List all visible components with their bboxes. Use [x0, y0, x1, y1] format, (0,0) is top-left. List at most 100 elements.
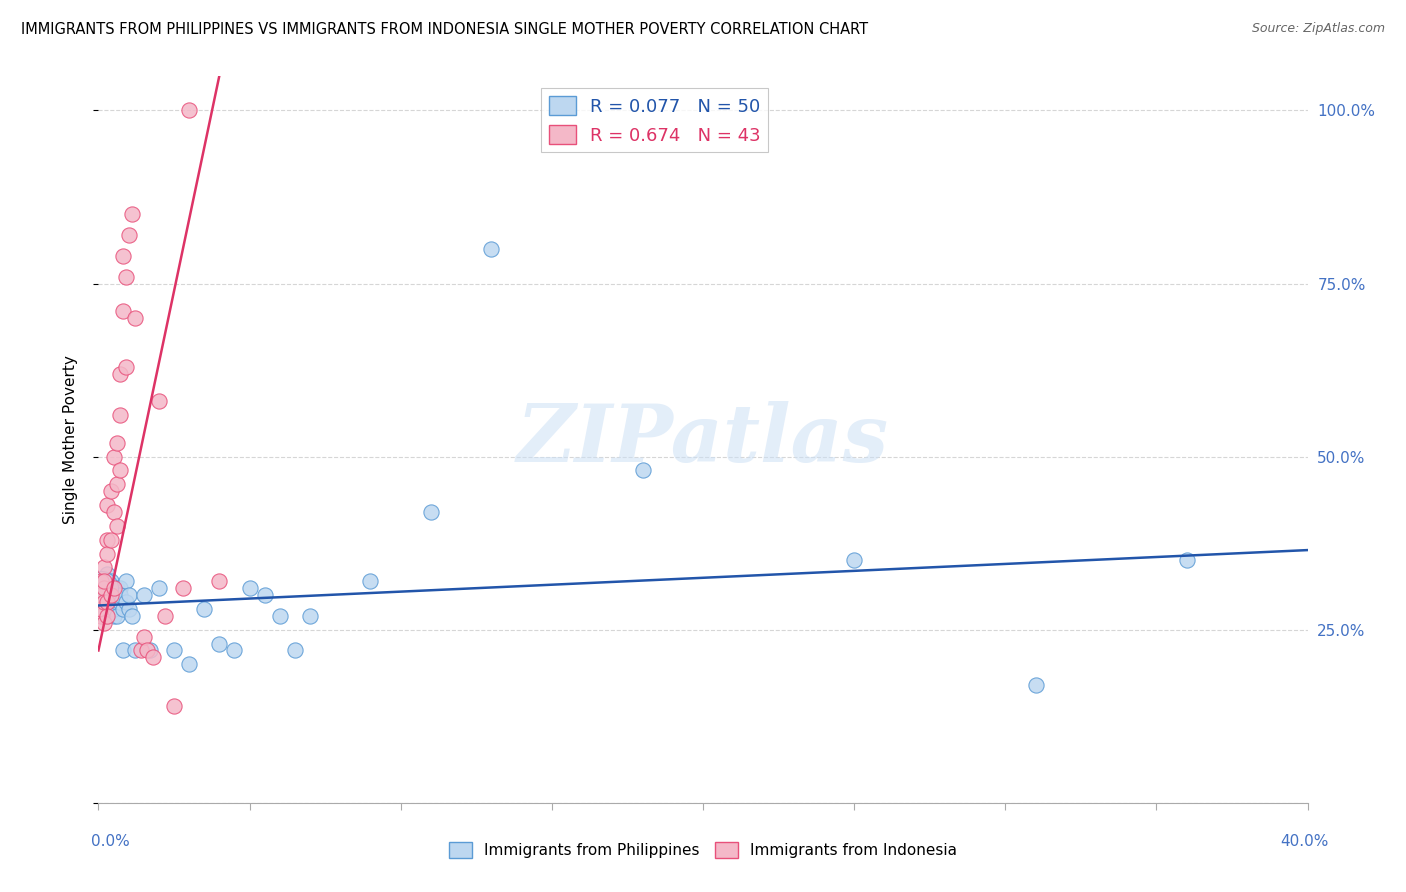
Point — [105, 435, 128, 450]
Point — [90, 608, 112, 623]
Point — [96, 595, 118, 609]
Point — [124, 311, 146, 326]
Point — [108, 595, 131, 609]
Point — [132, 588, 155, 602]
Point — [148, 394, 170, 409]
Point — [96, 588, 118, 602]
Text: 40.0%: 40.0% — [1281, 834, 1329, 849]
Point — [96, 602, 118, 616]
Point — [96, 567, 118, 582]
Point — [100, 602, 122, 616]
Point — [100, 588, 122, 602]
Point — [100, 533, 122, 547]
Point — [121, 207, 143, 221]
Point — [93, 560, 115, 574]
Point — [93, 581, 115, 595]
Point — [90, 581, 112, 595]
Y-axis label: Single Mother Poverty: Single Mother Poverty — [63, 355, 77, 524]
Text: ZIPatlas: ZIPatlas — [517, 401, 889, 478]
Point — [103, 602, 125, 616]
Text: Source: ZipAtlas.com: Source: ZipAtlas.com — [1251, 22, 1385, 36]
Point — [93, 595, 115, 609]
Point — [100, 484, 122, 499]
Point — [103, 505, 125, 519]
Point — [93, 574, 115, 589]
Point — [90, 588, 112, 602]
Point — [90, 588, 112, 602]
Point — [103, 595, 125, 609]
Text: IMMIGRANTS FROM PHILIPPINES VS IMMIGRANTS FROM INDONESIA SINGLE MOTHER POVERTY C: IMMIGRANTS FROM PHILIPPINES VS IMMIGRANT… — [21, 22, 869, 37]
Point — [118, 588, 141, 602]
Point — [100, 588, 122, 602]
Point — [114, 359, 136, 374]
Point — [108, 408, 131, 422]
Point — [253, 588, 276, 602]
Point — [111, 643, 134, 657]
Point — [108, 588, 131, 602]
Point — [193, 602, 215, 616]
Point — [111, 602, 134, 616]
Point — [111, 304, 134, 318]
Point — [93, 615, 115, 630]
Point — [299, 608, 322, 623]
Legend: R = 0.077   N = 50, R = 0.674   N = 43: R = 0.077 N = 50, R = 0.674 N = 43 — [541, 88, 768, 152]
Point — [103, 581, 125, 595]
Point — [284, 643, 307, 657]
Point — [96, 608, 118, 623]
Point — [93, 608, 115, 623]
Point — [96, 498, 118, 512]
Point — [844, 553, 866, 567]
Point — [124, 643, 146, 657]
Point — [90, 602, 112, 616]
Point — [105, 519, 128, 533]
Point — [1024, 678, 1046, 692]
Point — [132, 630, 155, 644]
Point — [172, 581, 194, 595]
Point — [420, 505, 443, 519]
Point — [93, 595, 115, 609]
Point — [114, 574, 136, 589]
Point — [118, 228, 141, 243]
Point — [148, 581, 170, 595]
Point — [105, 608, 128, 623]
Point — [114, 269, 136, 284]
Point — [103, 450, 125, 464]
Point — [360, 574, 382, 589]
Point — [108, 581, 131, 595]
Point — [96, 608, 118, 623]
Point — [135, 643, 157, 657]
Point — [96, 547, 118, 561]
Point — [90, 574, 112, 589]
Point — [239, 581, 262, 595]
Point — [105, 595, 128, 609]
Point — [121, 608, 143, 623]
Point — [118, 602, 141, 616]
Point — [163, 643, 186, 657]
Point — [105, 477, 128, 491]
Point — [142, 650, 165, 665]
Point — [179, 657, 201, 672]
Point — [93, 574, 115, 589]
Point — [90, 581, 112, 595]
Point — [631, 463, 654, 477]
Text: 0.0%: 0.0% — [91, 834, 131, 849]
Point — [481, 242, 503, 256]
Point — [139, 643, 162, 657]
Point — [179, 103, 201, 118]
Point — [103, 581, 125, 595]
Point — [111, 249, 134, 263]
Point — [153, 608, 176, 623]
Point — [96, 533, 118, 547]
Point — [224, 643, 246, 657]
Point — [208, 574, 231, 589]
Point — [1175, 553, 1198, 567]
Point — [100, 574, 122, 589]
Point — [108, 463, 131, 477]
Point — [129, 643, 152, 657]
Point — [103, 608, 125, 623]
Point — [208, 636, 231, 650]
Point — [108, 367, 131, 381]
Point — [269, 608, 291, 623]
Point — [105, 581, 128, 595]
Point — [163, 698, 186, 713]
